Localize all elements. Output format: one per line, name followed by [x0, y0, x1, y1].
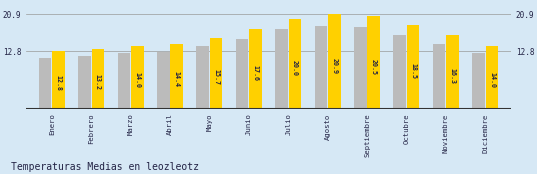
Bar — [78, 56, 91, 109]
Bar — [236, 39, 249, 109]
Bar — [52, 51, 65, 109]
Text: 15.7: 15.7 — [213, 69, 219, 85]
Bar — [39, 58, 52, 109]
Bar — [367, 16, 380, 109]
Bar — [249, 29, 262, 109]
Text: 18.5: 18.5 — [410, 63, 416, 79]
Bar — [472, 53, 485, 109]
Text: 20.9: 20.9 — [331, 58, 337, 74]
Bar — [407, 25, 419, 109]
Bar — [157, 52, 170, 109]
Bar — [170, 44, 183, 109]
Text: 13.2: 13.2 — [95, 74, 101, 90]
Bar — [288, 19, 301, 109]
Text: 16.3: 16.3 — [449, 68, 455, 84]
Bar — [91, 49, 104, 109]
Bar — [433, 44, 446, 109]
Text: 14.0: 14.0 — [134, 72, 140, 88]
Text: 14.0: 14.0 — [489, 72, 495, 88]
Bar — [485, 46, 498, 109]
Bar — [328, 14, 340, 109]
Bar — [354, 27, 367, 109]
Text: 20.0: 20.0 — [292, 60, 298, 76]
Bar — [197, 46, 209, 109]
Bar — [275, 29, 288, 109]
Text: 12.8: 12.8 — [55, 75, 61, 91]
Bar — [210, 38, 222, 109]
Text: 20.5: 20.5 — [371, 59, 377, 75]
Bar — [118, 53, 130, 109]
Text: Temperaturas Medias en leozleotz: Temperaturas Medias en leozleotz — [11, 162, 199, 172]
Bar — [394, 35, 406, 109]
Text: 17.6: 17.6 — [252, 65, 258, 81]
Bar — [315, 26, 327, 109]
Bar — [446, 35, 459, 109]
Text: 14.4: 14.4 — [173, 72, 180, 88]
Bar — [131, 46, 143, 109]
